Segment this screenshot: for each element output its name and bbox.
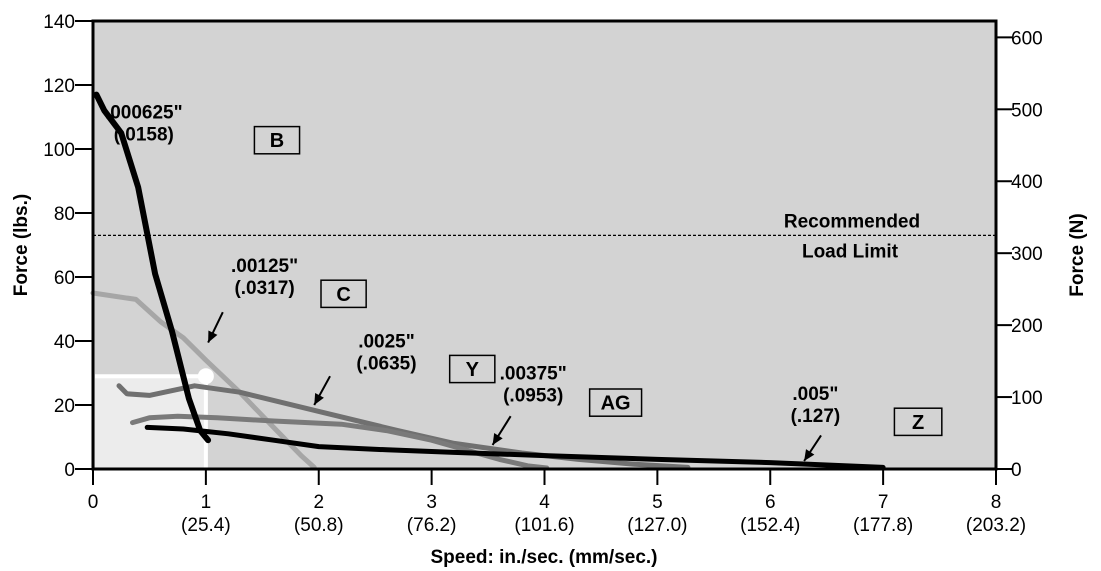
y-tick-label-20: 20 <box>54 396 75 417</box>
reference-label-line2: Load Limit <box>802 241 899 262</box>
y2-tick-label-400: 400 <box>1011 172 1043 193</box>
annotation-value-b: .000625" <box>105 103 183 124</box>
reference-label-line1: Recommended <box>784 211 920 232</box>
x-tick-sublabel-1: (25.4) <box>181 515 231 536</box>
annotation-box-label-c: C <box>336 284 350 306</box>
y2-tick-label-600: 600 <box>1011 28 1043 49</box>
series-lines <box>90 91 886 471</box>
x-tick-sublabel-6: (152.4) <box>740 515 800 536</box>
y2-tick-label-100: 100 <box>1011 388 1043 409</box>
x-tick-label-0: 0 <box>88 492 99 513</box>
annotation-box-label-ag: AG <box>601 393 631 415</box>
y-tick-label-0: 0 <box>64 460 75 481</box>
annotation-metric-z: (.127) <box>791 406 841 427</box>
annotation-box-label-b: B <box>270 130 284 152</box>
annotation-box-ag <box>588 388 643 417</box>
annotation-metric-c: (.0317) <box>234 278 294 299</box>
annotation-box-b <box>253 125 301 155</box>
annotation-metric-ag: (.0953) <box>503 385 563 406</box>
annotation-arrowhead-ag <box>492 433 503 445</box>
series-line-y <box>116 383 691 470</box>
x-tick-sublabel-4: (101.6) <box>514 515 574 536</box>
y2-tick-label-500: 500 <box>1011 100 1043 121</box>
y-tick-label-100: 100 <box>43 140 75 161</box>
x-tick-sublabel-3: (76.2) <box>407 515 457 536</box>
annotation-box-label-y: Y <box>466 359 480 381</box>
operating-point-marker <box>197 368 214 385</box>
annotation-arrowhead-c <box>208 330 218 343</box>
x-tick-label-7: 7 <box>878 492 889 513</box>
annotation-value-ag: .00375" <box>500 363 567 384</box>
annotation-metric-b: (.0158) <box>114 125 174 146</box>
annotation-value-z: .005" <box>792 384 838 405</box>
annotation-value-c: .00125" <box>231 256 298 277</box>
y-tick-label-40: 40 <box>54 332 75 353</box>
annotations: .000625"(.0158) B.00125"(.0317) C.0025"(.0… <box>105 103 943 462</box>
series-line-z <box>144 424 886 470</box>
annotation-box-z <box>893 407 943 437</box>
annotation-box-c <box>320 279 367 309</box>
annotation-arrowhead-y <box>314 392 324 405</box>
x-tick-sublabel-7: (177.8) <box>853 515 913 536</box>
y2-tick-label-200: 200 <box>1011 316 1043 337</box>
x-tick-label-2: 2 <box>313 492 324 513</box>
y-tick-label-80: 80 <box>54 204 75 225</box>
x-tick-label-4: 4 <box>539 492 550 513</box>
series-line-b <box>93 91 212 444</box>
x-tick-label-5: 5 <box>652 492 663 513</box>
reference-line-group: Recommended Load Limit <box>93 211 996 262</box>
y-tick-label-140: 140 <box>43 12 75 33</box>
x-tick-sublabel-2: (50.8) <box>294 515 344 536</box>
annotation-box-y <box>448 354 496 384</box>
x-tick-sublabel-8: (203.2) <box>966 515 1026 536</box>
y-axis-title: Force (lbs.) <box>11 194 32 296</box>
x-tick-label-6: 6 <box>765 492 776 513</box>
series-line-ag <box>130 413 550 471</box>
x-tick-sublabel-5: (127.0) <box>627 515 687 536</box>
y2-tick-label-300: 300 <box>1011 244 1043 265</box>
x-tick-label-3: 3 <box>426 492 437 513</box>
y-tick-label-120: 120 <box>43 76 75 97</box>
series-line-c <box>90 290 317 470</box>
y2-tick-label-0: 0 <box>1011 460 1022 481</box>
x-tick-label-1: 1 <box>201 492 212 513</box>
y-tick-label-60: 60 <box>54 268 75 289</box>
annotation-arrowhead-z <box>804 449 815 461</box>
annotation-box-label-z: Z <box>912 412 924 434</box>
y2-axis-title: Force (N) <box>1067 213 1088 296</box>
x-tick-label-8: 8 <box>991 492 1002 513</box>
annotation-metric-y: (.0635) <box>356 353 416 374</box>
x-axis-title: Speed: in./sec. (mm/sec.) <box>430 547 657 568</box>
annotation-value-y: .0025" <box>358 331 415 352</box>
